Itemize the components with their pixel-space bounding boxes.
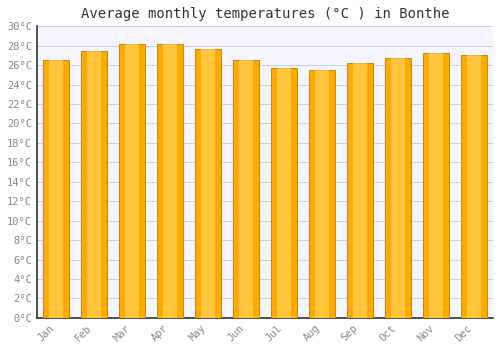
Bar [429, 52, 443, 318]
Bar [391, 58, 405, 318]
Bar [353, 63, 367, 318]
Bar [309, 70, 335, 318]
Bar [157, 44, 183, 318]
Title: Average monthly temperatures (°C ) in Bonthe: Average monthly temperatures (°C ) in Bo… [80, 7, 449, 21]
Bar [347, 63, 373, 318]
Bar [43, 60, 68, 318]
Bar [315, 70, 329, 318]
Bar [239, 60, 253, 318]
Bar [423, 52, 449, 318]
Bar [81, 51, 107, 318]
Bar [461, 55, 487, 318]
Bar [201, 49, 215, 318]
Bar [86, 51, 101, 318]
Bar [233, 60, 259, 318]
Bar [271, 68, 297, 318]
Bar [163, 44, 177, 318]
Bar [277, 68, 291, 318]
Bar [385, 58, 411, 318]
Bar [48, 60, 63, 318]
Bar [467, 55, 481, 318]
Bar [195, 49, 221, 318]
Bar [119, 44, 145, 318]
Bar [124, 44, 139, 318]
